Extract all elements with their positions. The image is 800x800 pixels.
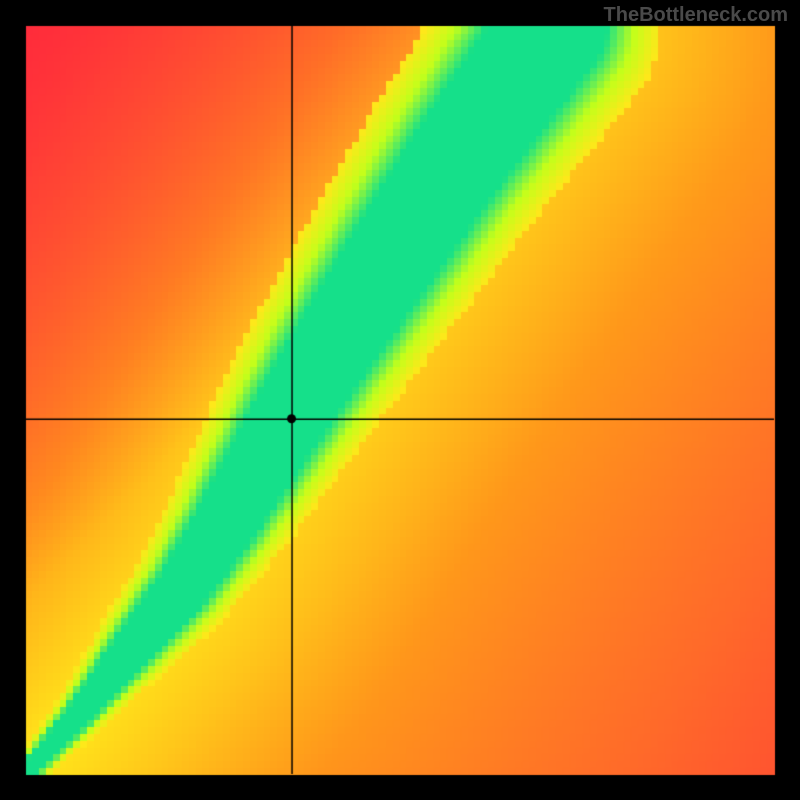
watermark-text: TheBottleneck.com bbox=[604, 4, 788, 27]
chart-container: TheBottleneck.com bbox=[0, 0, 800, 800]
heatmap-canvas bbox=[0, 0, 800, 800]
